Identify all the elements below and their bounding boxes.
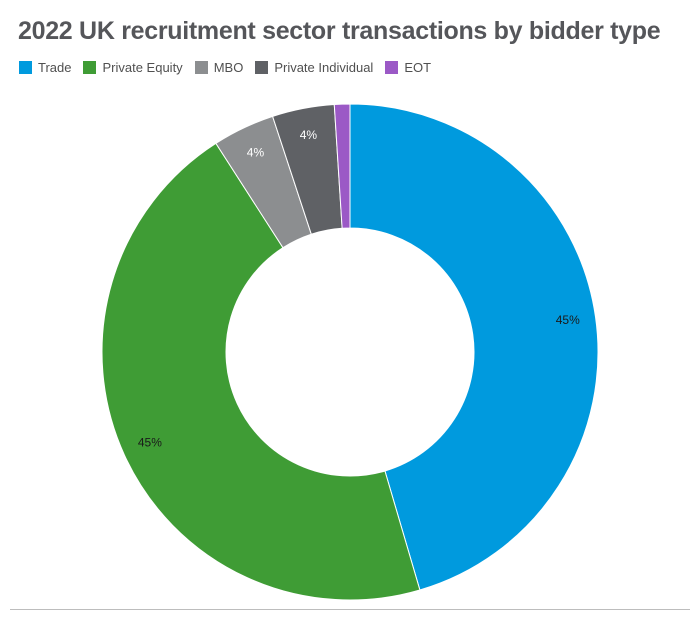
legend-label-eot: EOT [404,60,432,75]
legend-item-private-equity: Private Equity [83,60,183,75]
data-label-mbo: 4% [247,146,265,160]
data-label-trade: 45% [556,313,580,327]
data-label-private-individual: 4% [300,128,318,142]
legend-item-mbo: MBO [194,60,244,75]
legend-label-trade: Trade [38,60,72,75]
legend-label-private-individual: Private Individual [274,60,374,75]
slice-trade [349,103,599,591]
legend-label-mbo: MBO [213,60,244,75]
legend-swatch-trade [19,61,32,74]
data-label-private-equity: 45% [138,436,162,450]
legend-swatch-private-individual [255,61,269,74]
legend-swatch-private-equity [83,61,97,74]
legend-label-private-equity: Private Equity [102,60,183,75]
legend-item-eot: EOT [385,60,431,75]
chart-title: 2022 UK recruitment sector transactions … [18,17,661,45]
legend-item-private-individual: Private Individual [255,60,373,75]
legend-item-trade: Trade [19,60,71,75]
chart-legend: Trade Private Equity MBO Private Individ… [19,60,443,75]
legend-swatch-eot [385,61,399,74]
slice-private-equity [101,142,421,601]
slice-eot [333,103,351,229]
legend-swatch-mbo [194,61,208,74]
bottom-divider [10,609,690,610]
